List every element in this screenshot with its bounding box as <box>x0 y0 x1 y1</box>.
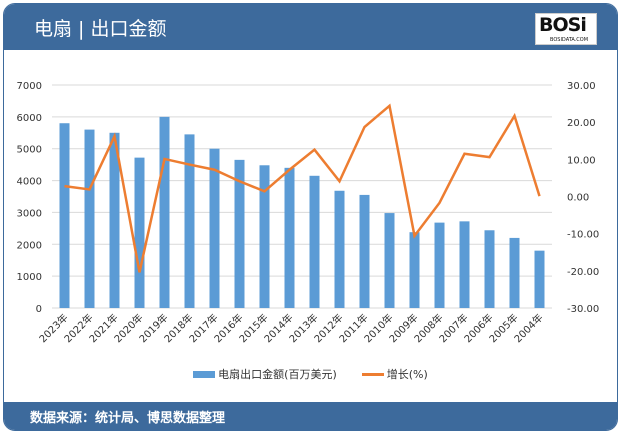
bar <box>134 157 145 308</box>
left-axis-tick: 1000 <box>17 272 42 283</box>
bar <box>384 213 395 308</box>
right-axis-tick: 0.00 <box>567 193 589 204</box>
footer-bar: 数据来源：统计局、博思数据整理 <box>4 402 617 430</box>
bar <box>334 190 345 308</box>
left-axis-tick: 4000 <box>17 177 42 188</box>
right-axis-tick: 30.00 <box>567 81 596 92</box>
bar <box>459 221 470 308</box>
bar <box>59 123 70 308</box>
chart-card: 电扇 | 出口金额 BOSi BOSIDATA.COM 数据来源：统计局、博思数… <box>3 3 618 431</box>
bar <box>84 129 95 308</box>
chart-title: 电扇 | 出口金额 <box>34 18 167 40</box>
bar <box>534 250 545 308</box>
bar <box>184 134 195 308</box>
logo-subtext: BOSIDATA.COM <box>550 37 589 43</box>
right-axis-tick: 10.00 <box>567 155 596 166</box>
legend-bar-label: 电扇出口金额(百万美元) <box>218 368 337 381</box>
bar <box>434 222 445 308</box>
bar <box>209 148 220 308</box>
bar <box>159 116 170 308</box>
bar <box>409 232 420 308</box>
bar <box>484 230 495 308</box>
bar <box>109 132 120 308</box>
bar <box>234 159 245 308</box>
right-axis-tick: -30.00 <box>567 304 599 315</box>
bosi-logo: BOSi BOSIDATA.COM <box>535 13 597 45</box>
left-axis-tick: 5000 <box>17 145 42 156</box>
right-axis-tick: -10.00 <box>567 230 599 241</box>
bar <box>284 167 295 308</box>
legend-bar-swatch <box>193 370 216 378</box>
bar <box>509 237 520 308</box>
bar <box>359 194 370 308</box>
left-axis-tick: 0 <box>36 304 42 315</box>
left-axis-tick: 6000 <box>17 113 42 124</box>
growth-line <box>64 103 541 273</box>
legend-line-swatch <box>361 372 384 376</box>
legend: 电扇出口金额(百万美元) 增长(%) <box>0 366 621 382</box>
left-axis-tick: 3000 <box>17 208 42 219</box>
source-note: 数据来源：统计局、博思数据整理 <box>30 411 226 426</box>
header-bar: 电扇 | 出口金额 BOSi BOSIDATA.COM <box>4 4 617 50</box>
right-axis-tick: 20.00 <box>567 118 596 129</box>
bar <box>259 165 270 308</box>
left-axis-tick: 2000 <box>17 240 42 251</box>
right-axis-tick: -20.00 <box>567 267 599 278</box>
legend-line-label: 增长(%) <box>386 368 428 381</box>
logo-text: BOSi <box>539 14 587 36</box>
bar <box>309 175 320 308</box>
left-axis-tick: 7000 <box>17 81 42 92</box>
